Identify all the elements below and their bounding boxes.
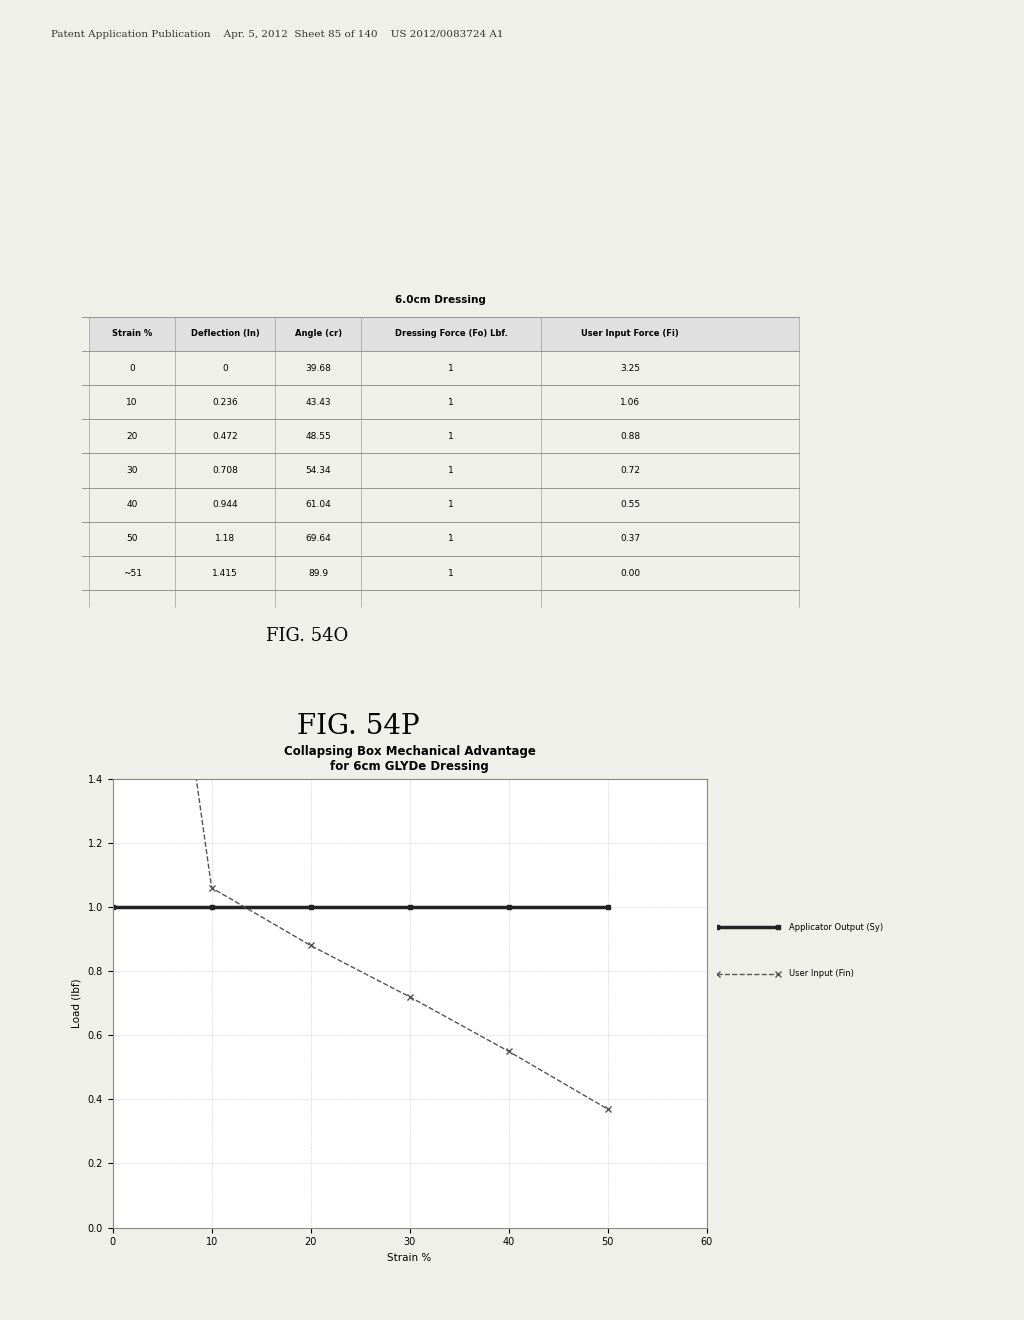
Text: 1: 1 bbox=[449, 500, 454, 510]
Text: User Input (Fin): User Input (Fin) bbox=[788, 969, 854, 978]
Text: 0: 0 bbox=[129, 363, 135, 372]
Text: 0.236: 0.236 bbox=[212, 397, 239, 407]
Text: Deflection (In): Deflection (In) bbox=[190, 330, 260, 338]
User Input (Fin) bbox=[403, 989, 416, 1005]
X-axis label: Strain %: Strain % bbox=[387, 1253, 432, 1263]
Text: Strain %: Strain % bbox=[112, 330, 153, 338]
Applicator Output (Sy) bbox=[206, 899, 218, 915]
User Input (Fin) bbox=[601, 1101, 613, 1117]
Text: 0.72: 0.72 bbox=[621, 466, 640, 475]
Text: 89.9: 89.9 bbox=[308, 569, 329, 578]
Text: 43.43: 43.43 bbox=[305, 397, 332, 407]
Text: 1: 1 bbox=[449, 466, 454, 475]
Text: 0.37: 0.37 bbox=[621, 535, 640, 544]
Applicator Output (Sy) bbox=[503, 899, 515, 915]
Text: 0.00: 0.00 bbox=[621, 569, 640, 578]
Text: 1.06: 1.06 bbox=[621, 397, 640, 407]
Text: 1: 1 bbox=[449, 363, 454, 372]
Text: Applicator Output (Sy): Applicator Output (Sy) bbox=[788, 923, 883, 932]
Text: 61.04: 61.04 bbox=[305, 500, 332, 510]
Text: 1: 1 bbox=[449, 432, 454, 441]
Text: FIG. 54O: FIG. 54O bbox=[266, 627, 348, 645]
Text: Dressing Force (Fo) Lbf.: Dressing Force (Fo) Lbf. bbox=[394, 330, 508, 338]
User Input (Fin) bbox=[503, 1043, 515, 1059]
Text: 54.34: 54.34 bbox=[305, 466, 332, 475]
Y-axis label: Load (lbf): Load (lbf) bbox=[72, 978, 82, 1028]
Text: 0.88: 0.88 bbox=[621, 432, 640, 441]
Text: 1: 1 bbox=[449, 535, 454, 544]
Text: 48.55: 48.55 bbox=[305, 432, 332, 441]
Line: User Input (Fin): User Input (Fin) bbox=[110, 183, 610, 1111]
Text: 0.472: 0.472 bbox=[212, 432, 239, 441]
Text: 20: 20 bbox=[126, 432, 138, 441]
Applicator Output (Sy) bbox=[106, 899, 119, 915]
Bar bbox=[89, 317, 799, 351]
Text: 69.64: 69.64 bbox=[305, 535, 332, 544]
User Input (Fin) bbox=[106, 178, 119, 194]
Applicator Output (Sy) bbox=[601, 899, 613, 915]
Text: 40: 40 bbox=[126, 500, 138, 510]
Text: ~51: ~51 bbox=[123, 569, 141, 578]
Applicator Output (Sy) bbox=[304, 899, 316, 915]
User Input (Fin) bbox=[206, 880, 218, 896]
Text: Patent Application Publication    Apr. 5, 2012  Sheet 85 of 140    US 2012/00837: Patent Application Publication Apr. 5, 2… bbox=[51, 30, 504, 40]
Text: 0.944: 0.944 bbox=[212, 500, 239, 510]
Text: 1.18: 1.18 bbox=[215, 535, 236, 544]
Text: 50: 50 bbox=[126, 535, 138, 544]
Text: Angle (cr): Angle (cr) bbox=[295, 330, 342, 338]
Text: 1: 1 bbox=[449, 569, 454, 578]
Title: Collapsing Box Mechanical Advantage
for 6cm GLYDe Dressing: Collapsing Box Mechanical Advantage for … bbox=[284, 746, 536, 774]
Text: 1.415: 1.415 bbox=[212, 569, 239, 578]
Applicator Output (Sy) bbox=[403, 899, 416, 915]
Text: 30: 30 bbox=[126, 466, 138, 475]
User Input (Fin) bbox=[304, 937, 316, 953]
Text: 0.55: 0.55 bbox=[621, 500, 640, 510]
Text: 3.25: 3.25 bbox=[621, 363, 640, 372]
Text: 1: 1 bbox=[449, 397, 454, 407]
Text: 39.68: 39.68 bbox=[305, 363, 332, 372]
Text: 0: 0 bbox=[222, 363, 228, 372]
Line: Applicator Output (Sy): Applicator Output (Sy) bbox=[111, 906, 609, 908]
Text: User Input Force (Fi): User Input Force (Fi) bbox=[582, 330, 679, 338]
Text: 0.708: 0.708 bbox=[212, 466, 239, 475]
Text: 10: 10 bbox=[126, 397, 138, 407]
Text: FIG. 54P: FIG. 54P bbox=[297, 713, 420, 739]
Text: 6.0cm Dressing: 6.0cm Dressing bbox=[395, 296, 485, 305]
